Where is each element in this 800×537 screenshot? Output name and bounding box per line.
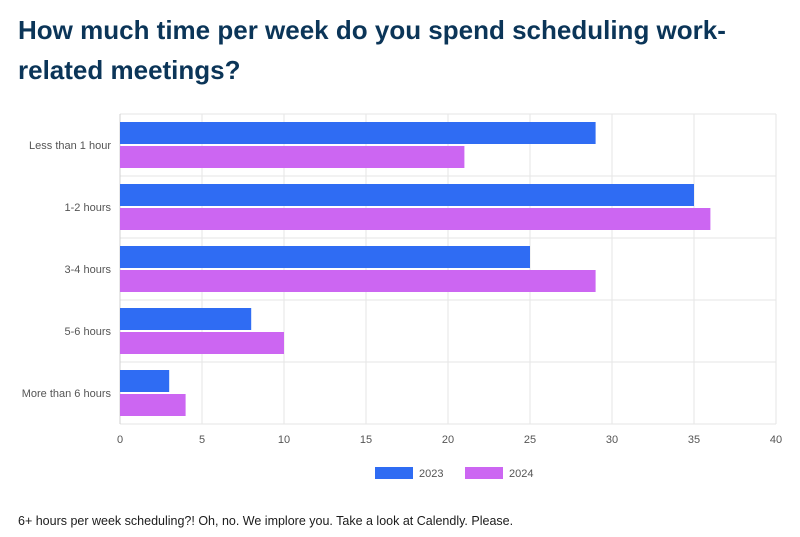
bar-2023-3 <box>120 308 252 330</box>
x-tick-label: 0 <box>117 434 123 446</box>
bar-2024-1 <box>120 208 711 230</box>
bar-2024-3 <box>120 332 284 354</box>
x-tick-label: 35 <box>688 434 700 446</box>
x-tick-label: 30 <box>606 434 618 446</box>
bar-2023-2 <box>120 246 530 268</box>
category-label: 3-4 hours <box>65 264 112 276</box>
category-label: 1-2 hours <box>65 202 112 214</box>
chart-svg: Less than 1 hour 1-2 hours 3-4 hours 5-6 ho… <box>22 113 782 480</box>
x-tick-label: 40 <box>770 434 782 446</box>
x-tick-label: 15 <box>360 434 372 446</box>
category-label: 5-6 hours <box>65 326 112 338</box>
bar-2023-0 <box>120 122 596 144</box>
footer-text: 6+ hours per week scheduling?! Oh, no. W… <box>18 514 514 528</box>
x-tick-label: 20 <box>442 434 454 446</box>
bar-chart: Less than 1 hour 1-2 hours 3-4 hours 5-6 ho… <box>0 100 800 500</box>
legend-swatch-2023 <box>375 467 413 479</box>
x-tick-label: 5 <box>199 434 205 446</box>
category-label: More than 6 hours <box>22 388 112 400</box>
bar-2024-2 <box>120 270 596 292</box>
legend-swatch-2024 <box>465 467 503 479</box>
x-tick-label: 10 <box>278 434 290 446</box>
bar-2023-4 <box>120 370 170 392</box>
chart-title: How much time per week do you spend sche… <box>18 15 726 85</box>
bar-2023-1 <box>120 184 694 206</box>
x-tick-label: 25 <box>524 434 536 446</box>
legend-label-2023: 2023 <box>419 468 443 480</box>
bar-2024-0 <box>120 146 465 168</box>
bar-2024-4 <box>120 394 186 416</box>
legend-label-2024: 2024 <box>509 468 533 480</box>
category-label: Less than 1 hour <box>29 140 111 152</box>
